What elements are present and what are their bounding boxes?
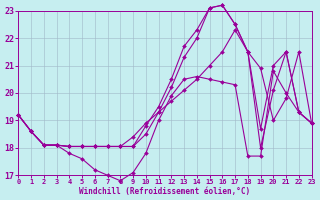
X-axis label: Windchill (Refroidissement éolien,°C): Windchill (Refroidissement éolien,°C) [79,187,251,196]
